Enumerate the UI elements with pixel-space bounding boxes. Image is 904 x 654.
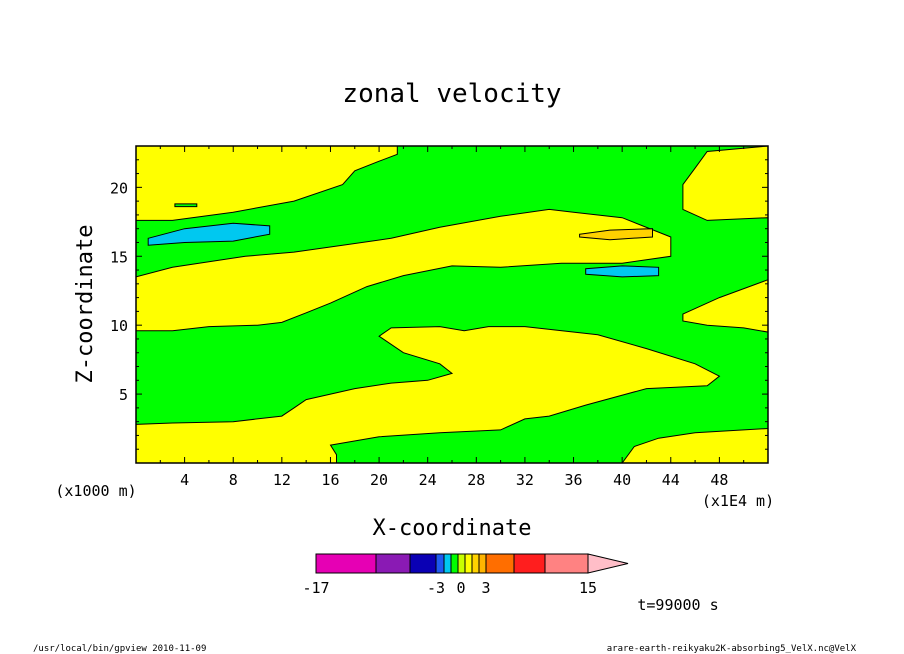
x-tick-label: 48 bbox=[710, 471, 728, 489]
contour-region bbox=[147, 222, 271, 246]
colorbar-segment bbox=[443, 553, 452, 574]
y-tick-label: 10 bbox=[110, 317, 128, 335]
colorbar: -17 -3 0 3 15 bbox=[302, 553, 629, 597]
colorbar-tick-label: -3 bbox=[427, 579, 445, 597]
colorbar-segment bbox=[471, 553, 480, 574]
colorbar-segment bbox=[457, 553, 466, 574]
y-tick-label: 5 bbox=[119, 386, 128, 404]
colorbar-segment bbox=[315, 553, 377, 574]
colorbar-tick-label: -17 bbox=[302, 579, 329, 597]
colorbar-segment bbox=[513, 553, 546, 574]
contour-region bbox=[174, 203, 198, 208]
x-tick-label: 24 bbox=[419, 471, 437, 489]
x-tick-label: 16 bbox=[321, 471, 339, 489]
y-tick-label: 15 bbox=[110, 248, 128, 266]
y-axis-label: Z-coordinate bbox=[73, 225, 98, 384]
contour-region bbox=[579, 228, 653, 241]
colorbar-segment bbox=[478, 553, 487, 574]
x-tick-label: 20 bbox=[370, 471, 388, 489]
footer-right: arare-earth-reikyaku2K-absorbing5_VelX.n… bbox=[607, 644, 857, 654]
x-tick-label: 12 bbox=[273, 471, 291, 489]
x-axis-label: X-coordinate bbox=[373, 516, 532, 541]
colorbar-segment bbox=[450, 553, 459, 574]
time-label: t=99000 s bbox=[637, 596, 718, 614]
colorbar-segment bbox=[544, 553, 589, 574]
colorbar-segment bbox=[375, 553, 411, 574]
x-tick-label: 28 bbox=[467, 471, 485, 489]
chart-title: zonal velocity bbox=[342, 79, 561, 109]
colorbar-extension bbox=[587, 553, 629, 574]
colorbar-segment bbox=[485, 553, 515, 574]
plot-area bbox=[135, 145, 769, 464]
x-tick-label: 32 bbox=[516, 471, 534, 489]
y-unit-note: (x1000 m) bbox=[55, 482, 136, 500]
colorbar-segment bbox=[464, 553, 473, 574]
colorbar-segment bbox=[409, 553, 437, 574]
footer-left: /usr/local/bin/gpview 2010-11-09 bbox=[33, 644, 206, 654]
x-tick-label: 8 bbox=[229, 471, 238, 489]
x-tick-label: 36 bbox=[565, 471, 583, 489]
colorbar-segment bbox=[435, 553, 445, 574]
x-tick-label: 40 bbox=[613, 471, 631, 489]
x-axis: 4 8 12 16 20 24 28 32 36 40 44 48 bbox=[159, 146, 745, 489]
x-unit-note: (x1E4 m) bbox=[702, 492, 774, 510]
colorbar-tick-label: 3 bbox=[481, 579, 490, 597]
x-tick-label: 4 bbox=[180, 471, 189, 489]
contour-region bbox=[135, 145, 769, 464]
y-tick-label: 20 bbox=[110, 179, 128, 197]
contour-region bbox=[585, 265, 660, 278]
colorbar-tick-label: 15 bbox=[579, 579, 597, 597]
colorbar-tick-label: 0 bbox=[456, 579, 465, 597]
y-axis: 5 10 15 20 bbox=[110, 159, 768, 450]
x-tick-label: 44 bbox=[662, 471, 680, 489]
